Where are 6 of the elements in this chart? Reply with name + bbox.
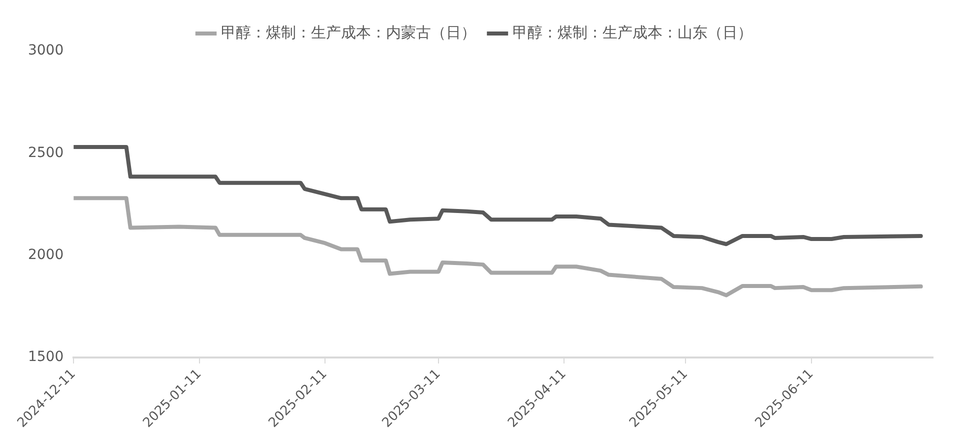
y-tick-label: 2000 — [28, 247, 64, 264]
y-tick-label: 3000 — [28, 42, 64, 59]
legend-label: 甲醇：煤制：生产成本：山东（日） — [512, 23, 752, 42]
y-tick-label: 1500 — [28, 349, 64, 366]
y-tick-label: 2500 — [28, 144, 64, 161]
legend-label: 甲醇：煤制：生产成本：内蒙古（日） — [221, 23, 476, 42]
